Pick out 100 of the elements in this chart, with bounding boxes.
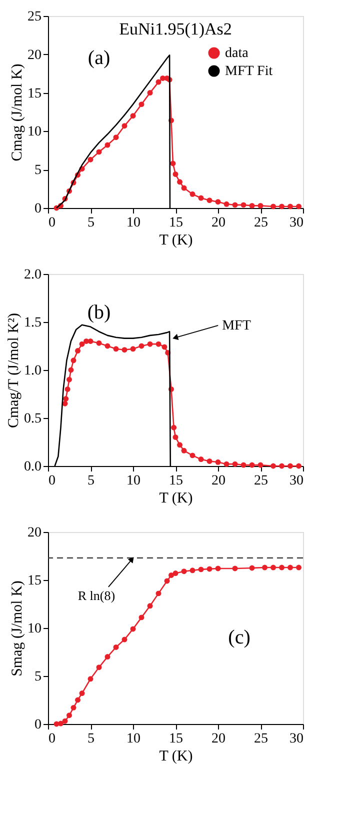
x-tick-label: 10 [126, 732, 140, 746]
point [279, 564, 284, 570]
point [88, 676, 94, 682]
x-tick-label: 0 [48, 216, 56, 230]
point [113, 644, 119, 650]
annotation: MFT [222, 318, 252, 334]
point [79, 341, 85, 347]
point [122, 123, 128, 129]
x-tick-label: 10 [126, 474, 140, 488]
point [170, 160, 176, 166]
point [198, 566, 204, 572]
point [288, 463, 293, 469]
x-tick-label: 15 [169, 216, 183, 230]
point [215, 566, 221, 572]
x-axis-title: T (K) [159, 232, 193, 248]
x-axis-title: T (K) [159, 490, 193, 506]
y-tick-label: 2.0 [24, 268, 42, 282]
point [156, 79, 162, 85]
point [147, 90, 153, 96]
point [104, 343, 110, 349]
x-tick-label: 0 [48, 474, 56, 488]
x-tick-label: 20 [212, 732, 226, 746]
point [232, 461, 238, 467]
point [240, 202, 246, 208]
point [172, 171, 178, 177]
y-axis-title: Cmag/T (J/mol K²) [6, 312, 22, 428]
point [288, 204, 293, 210]
point [198, 195, 204, 201]
point [249, 565, 255, 571]
point [88, 156, 94, 162]
annotation: (c) [228, 626, 250, 649]
x-tick-label: 30 [290, 216, 304, 230]
point [232, 566, 238, 572]
y-axis-title: Smag (J/mol K) [10, 580, 26, 676]
point [130, 113, 136, 119]
x-tick-label: 30 [290, 732, 304, 746]
point [181, 185, 187, 191]
point [138, 102, 144, 108]
point [70, 704, 76, 710]
x-tick-label: 0 [48, 732, 56, 746]
point [190, 452, 196, 458]
point [262, 564, 268, 570]
y-tick-label: 5 [34, 163, 42, 178]
point [296, 564, 302, 570]
point [147, 603, 153, 609]
point [138, 614, 144, 620]
y-tick-label: 20 [28, 48, 42, 63]
annotation: EuNi1.95(1)As2 [119, 19, 232, 38]
point [249, 202, 255, 208]
y-tick-label: 15 [28, 574, 42, 588]
point [130, 346, 136, 352]
point [171, 424, 177, 430]
point [258, 202, 264, 208]
x-tick-label: 10 [126, 216, 140, 230]
point [181, 568, 187, 574]
point [156, 590, 162, 596]
point [62, 718, 68, 724]
y-tick-label: 0.5 [24, 412, 42, 426]
x-tick-label: 25 [254, 474, 268, 488]
point [279, 204, 284, 210]
point [96, 664, 102, 670]
point [156, 341, 162, 347]
point [79, 690, 85, 696]
point [215, 459, 221, 465]
point [198, 456, 204, 462]
point [279, 463, 284, 469]
point [206, 566, 212, 572]
y-tick-label: 5 [34, 670, 42, 684]
point [66, 376, 72, 382]
ref-line-label: R ln(8) [78, 588, 116, 603]
y-tick-label: 15 [28, 86, 42, 102]
point [172, 434, 178, 440]
point [75, 348, 80, 354]
point [190, 191, 196, 197]
point [206, 198, 212, 204]
point [190, 568, 196, 574]
point [96, 149, 102, 155]
point [215, 199, 221, 205]
x-tick-label: 5 [88, 474, 94, 488]
legend-label: MFT Fit [225, 64, 273, 79]
y-tick-label: 1.5 [24, 316, 42, 330]
y-tick-label: 25 [28, 10, 42, 24]
y-tick-label: 0 [34, 202, 42, 216]
point [258, 462, 264, 468]
x-tick-label: 15 [169, 474, 183, 488]
y-tick-label: 0 [34, 718, 42, 732]
point [63, 396, 69, 402]
point [68, 367, 74, 373]
point [122, 636, 128, 642]
point [240, 462, 246, 468]
point [88, 338, 94, 344]
y-axis-title: Cmag (J/mol K) [10, 64, 26, 162]
x-tick-label: 15 [169, 732, 183, 746]
point [138, 343, 144, 349]
point [206, 458, 212, 464]
x-tick-label: 5 [88, 216, 94, 230]
point [232, 202, 238, 208]
point [249, 462, 255, 468]
y-tick-label: 20 [28, 526, 42, 540]
point [104, 654, 110, 660]
